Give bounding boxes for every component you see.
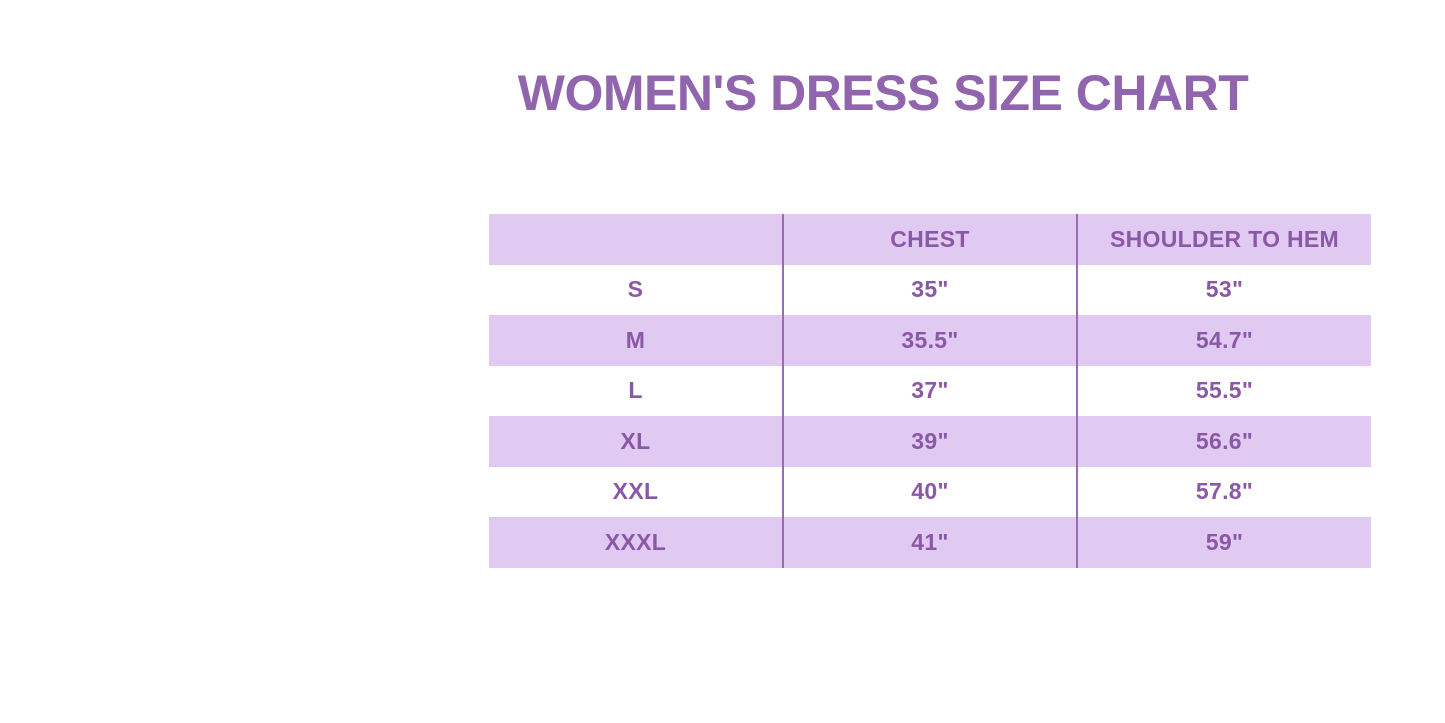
cell-chest: 35": [782, 264, 1077, 315]
header-cell-size: [489, 214, 783, 265]
header-cell-chest: CHEST: [782, 214, 1077, 265]
table-row-xxxl: XXXL 41" 59": [489, 517, 1371, 568]
cell-chest: 37": [782, 365, 1077, 416]
cell-chest: 41": [782, 517, 1077, 568]
cell-size: XL: [620, 427, 651, 454]
cell-shoulder-to-hem: 55.5": [1076, 365, 1371, 416]
size-chart-table: CHEST SHOULDER TO HEM S 35" 53" M 35.5" …: [489, 214, 1371, 568]
cell-size: S: [627, 276, 644, 303]
cell-shoulder-to-hem: 57.8": [1076, 466, 1371, 517]
header-row: CHEST SHOULDER TO HEM: [489, 214, 1371, 265]
cell-size: L: [628, 377, 643, 404]
cell-chest: 39": [782, 416, 1077, 467]
cell-shoulder-to-hem: 54.7": [1076, 315, 1371, 366]
cell-shoulder-to-hem: 56.6": [1076, 416, 1371, 467]
cell-size: XXL: [612, 478, 659, 505]
header-cell-shoulder-to-hem: SHOULDER TO HEM: [1076, 214, 1371, 265]
table-row-m: M 35.5" 54.7": [489, 315, 1371, 366]
cell-chest: 40": [782, 466, 1077, 517]
cell-size: M: [625, 326, 646, 353]
cell-chest: 35.5": [782, 315, 1077, 366]
table-row-l: L 37" 55.5": [489, 365, 1371, 416]
cell-shoulder-to-hem: 59": [1076, 517, 1371, 568]
cell-size: XXXL: [604, 528, 667, 555]
table-row-s: S 35" 53": [489, 264, 1371, 315]
table-row-xxl: XXL 40" 57.8": [489, 466, 1371, 517]
table-row-xl: XL 39" 56.6": [489, 416, 1371, 467]
cell-shoulder-to-hem: 53": [1076, 264, 1371, 315]
page-title: WOMEN'S DRESS SIZE CHART: [517, 65, 1249, 121]
